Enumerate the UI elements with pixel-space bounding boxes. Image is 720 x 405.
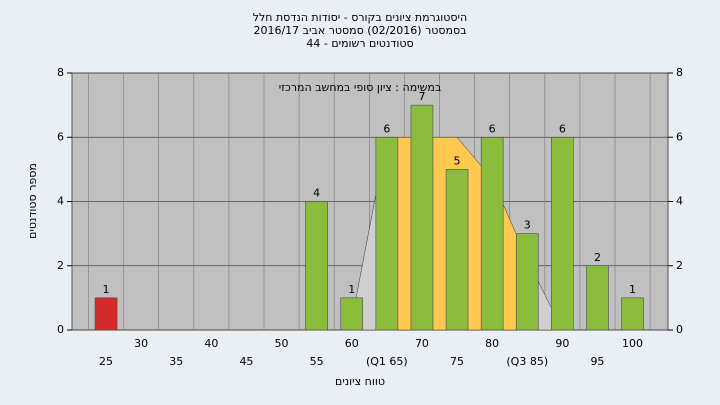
y-tick-label: 0 xyxy=(676,323,683,336)
x-tick-label: (Q1 65) xyxy=(366,355,408,368)
value-label: 2 xyxy=(594,251,601,264)
x-tick-label: 60 xyxy=(345,337,359,350)
value-label: 3 xyxy=(524,219,531,232)
value-label: 6 xyxy=(559,122,566,135)
value-label: 1 xyxy=(629,283,636,296)
x-tick-label: 30 xyxy=(134,337,148,350)
chart-subtitle: סטודנטים רשומים - 44 xyxy=(306,37,413,50)
bar xyxy=(621,297,644,331)
x-tick-label: 95 xyxy=(590,355,604,368)
x-tick-label: 80 xyxy=(485,337,499,350)
value-label: 4 xyxy=(313,187,320,200)
x-tick-label: 40 xyxy=(204,337,218,350)
bar xyxy=(410,104,434,331)
y-tick-label: 8 xyxy=(57,66,64,79)
x-tick-label: 75 xyxy=(450,355,464,368)
value-label: 1 xyxy=(348,283,355,296)
x-tick-label: 25 xyxy=(99,355,113,368)
bar xyxy=(586,265,609,331)
y-tick-label: 2 xyxy=(676,259,683,272)
x-tick-label: 55 xyxy=(310,355,324,368)
y-axis-label: מספר סטודנטים xyxy=(26,163,39,239)
y-tick-label: 6 xyxy=(676,130,683,143)
bar xyxy=(305,201,328,331)
x-tick-label: (Q3 85) xyxy=(506,355,548,368)
y-tick-label: 8 xyxy=(676,66,683,79)
y-tick-label: 4 xyxy=(57,195,64,208)
bar xyxy=(445,169,469,331)
y-tick-label: 4 xyxy=(676,195,683,208)
x-axis-label: טווח ציונים xyxy=(335,375,385,388)
x-tick-label: 45 xyxy=(239,355,253,368)
bar xyxy=(94,297,118,331)
x-tick-label: 50 xyxy=(275,337,289,350)
chart-title: היסטוגרמת ציונים בקורס - יסודות הנדסת חל… xyxy=(253,11,467,24)
bar xyxy=(340,297,364,331)
value-label: 6 xyxy=(489,122,496,135)
value-label: 1 xyxy=(103,283,110,296)
x-tick-label: 100 xyxy=(622,337,643,350)
bar xyxy=(480,136,504,331)
bar xyxy=(551,136,574,331)
chart-subtitle: בסמסטר (02/2016) סמסטר אביב 2016/17 xyxy=(253,24,466,37)
y-tick-label: 6 xyxy=(57,130,64,143)
x-tick-label: 90 xyxy=(555,337,569,350)
y-tick-label: 2 xyxy=(57,259,64,272)
x-tick-label: 35 xyxy=(169,355,183,368)
bar xyxy=(515,233,539,331)
x-tick-label: 70 xyxy=(415,337,429,350)
value-label: 7 xyxy=(418,90,425,103)
annotation: במשימה : ציון סופי במחשב המרכזי xyxy=(279,81,442,94)
value-label: 6 xyxy=(383,122,390,135)
y-tick-label: 0 xyxy=(57,323,64,336)
bar xyxy=(375,136,399,331)
value-label: 5 xyxy=(454,154,461,167)
